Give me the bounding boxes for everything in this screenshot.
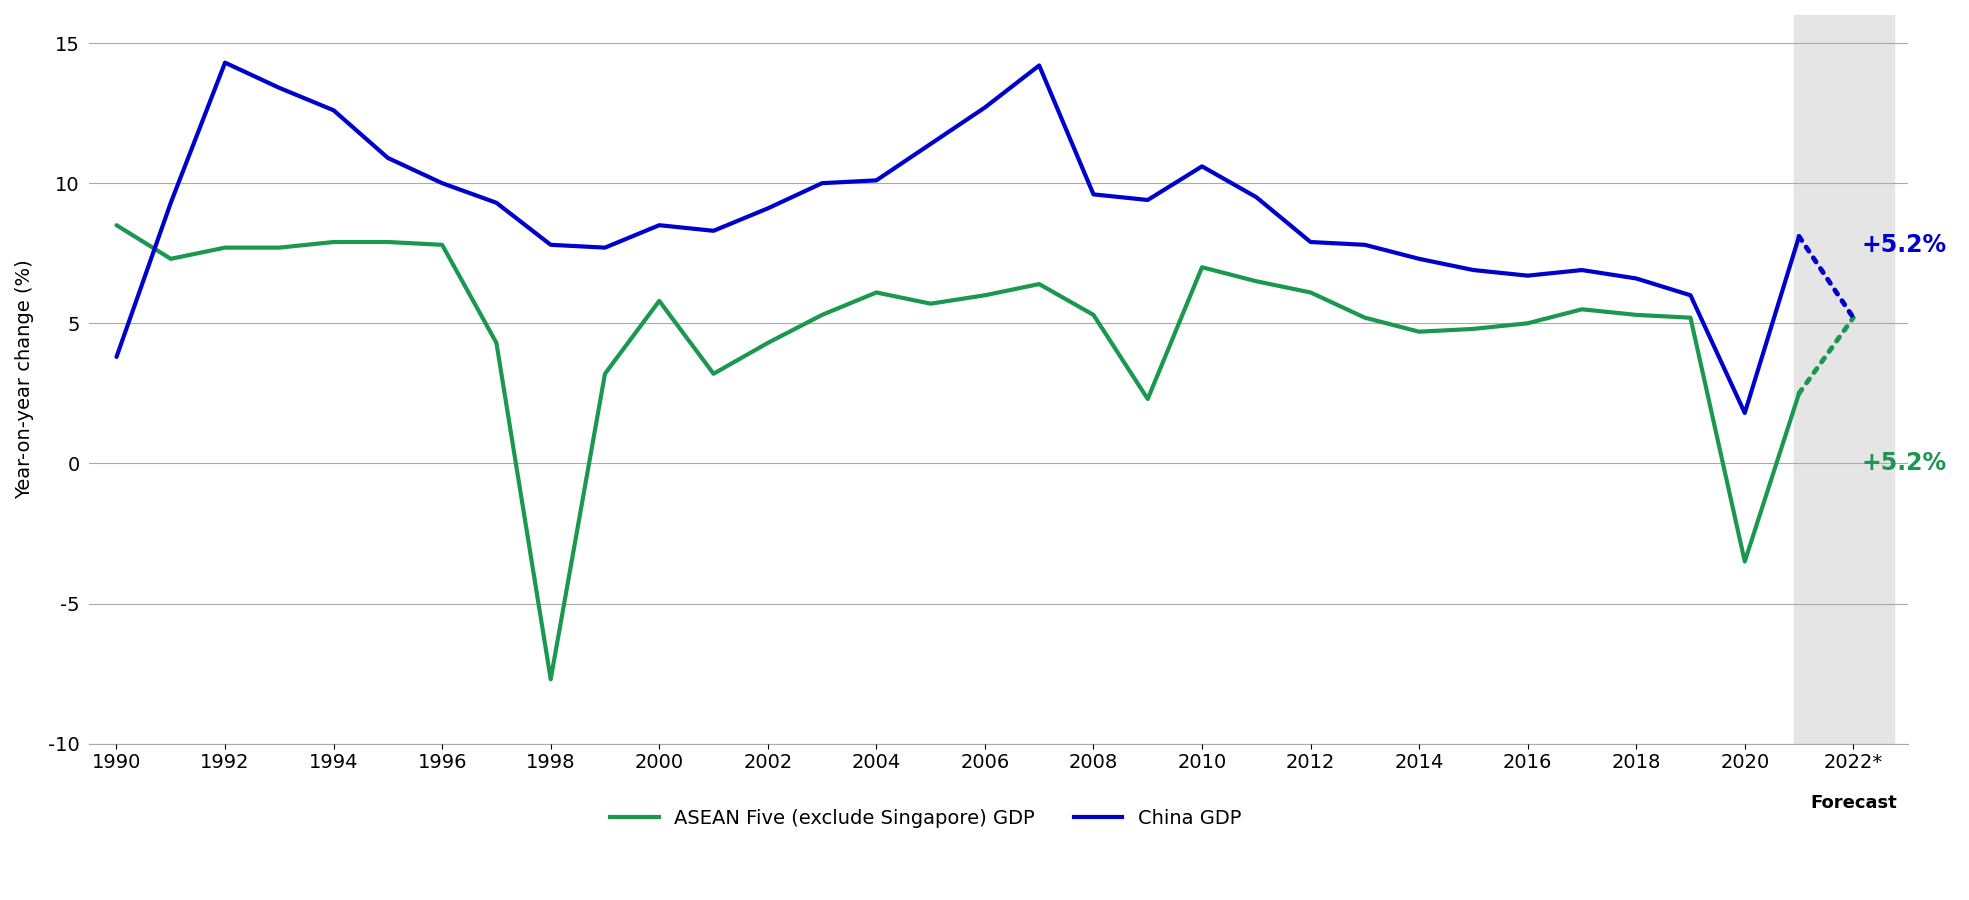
Legend: ASEAN Five (exclude Singapore) GDP, China GDP: ASEAN Five (exclude Singapore) GDP, Chin…: [603, 801, 1248, 836]
Y-axis label: Year-on-year change (%): Year-on-year change (%): [16, 259, 33, 500]
Bar: [1794, 15, 1894, 743]
Text: +5.2%: +5.2%: [1861, 233, 1947, 256]
Text: Forecast: Forecast: [1810, 794, 1896, 812]
Text: +5.2%: +5.2%: [1861, 452, 1947, 475]
